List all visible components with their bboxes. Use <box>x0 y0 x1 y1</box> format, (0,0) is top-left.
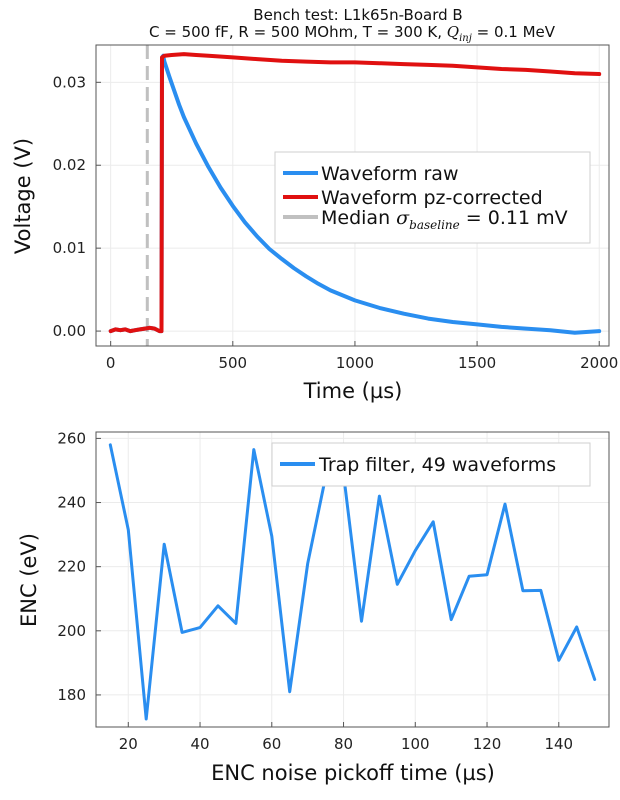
y-tick-label: 0.01 <box>53 239 86 257</box>
enc-chart: 20 40 60 80 100 120 140 180 200 220 240 260 ENC no… <box>17 429 610 785</box>
x-ticks: 0 500 1000 1500 2000 <box>106 341 618 372</box>
plot-frame <box>95 431 610 728</box>
legend-label-pz: Waveform pz-corrected <box>321 187 543 209</box>
voltage-chart: Bench test: L1k65n-Board B C = 500 fF, R… <box>11 6 618 403</box>
legend-box <box>271 442 591 487</box>
x-axis-label: Time (µs) <box>303 379 403 403</box>
legend-box <box>274 151 591 244</box>
x-tick-label: 80 <box>334 735 353 753</box>
legend-label-baseline: Median σbaseline = 0.11 mV <box>321 207 568 232</box>
x-ticks: 20 40 60 80 100 120 140 <box>119 722 573 753</box>
x-tick-label: 100 <box>401 735 430 753</box>
legend-label-raw: Waveform raw <box>321 163 458 185</box>
y-ticks: 180 200 220 240 260 <box>57 429 101 704</box>
legend-label-trap: Trap filter, 49 waveforms <box>318 454 556 476</box>
x-tick-label: 1000 <box>336 354 374 372</box>
y-tick-label: 200 <box>57 622 86 640</box>
grid <box>96 45 609 346</box>
x-tick-label: 60 <box>262 735 281 753</box>
series-group <box>108 443 597 721</box>
y-tick-label: 0.02 <box>53 156 86 174</box>
x-tick-label: 500 <box>218 354 247 372</box>
series-group <box>108 52 602 335</box>
legend: Trap filter, 49 waveforms <box>271 442 591 487</box>
x-tick-label: 20 <box>119 735 138 753</box>
legend: Waveform raw Waveform pz-corrected Media… <box>274 151 591 244</box>
y-tick-label: 0.03 <box>53 73 86 91</box>
plot-frame <box>95 44 610 347</box>
y-axis-label: ENC (eV) <box>17 533 41 627</box>
y-tick-label: 240 <box>57 494 86 512</box>
y-tick-label: 0.00 <box>53 322 86 340</box>
y-tick-label: 180 <box>57 686 86 704</box>
x-tick-label: 1500 <box>458 354 496 372</box>
series-line-1 <box>108 52 602 334</box>
y-tick-label: 220 <box>57 558 86 576</box>
y-tick-label: 260 <box>57 429 86 447</box>
y-ticks: 0.00 0.01 0.02 0.03 <box>53 73 101 340</box>
grid <box>96 432 609 727</box>
chart-subtitle: C = 500 fF, R = 500 MOhm, T = 300 K, Qin… <box>149 23 556 44</box>
series-line-0 <box>108 443 597 721</box>
x-tick-label: 120 <box>473 735 502 753</box>
chart-title: Bench test: L1k65n-Board B <box>253 6 462 24</box>
y-axis-label: Voltage (V) <box>11 138 35 254</box>
x-tick-label: 2000 <box>580 354 618 372</box>
x-tick-label: 0 <box>106 354 116 372</box>
x-axis-label: ENC noise pickoff time (µs) <box>211 761 495 785</box>
x-tick-label: 140 <box>544 735 573 753</box>
x-tick-label: 40 <box>190 735 209 753</box>
